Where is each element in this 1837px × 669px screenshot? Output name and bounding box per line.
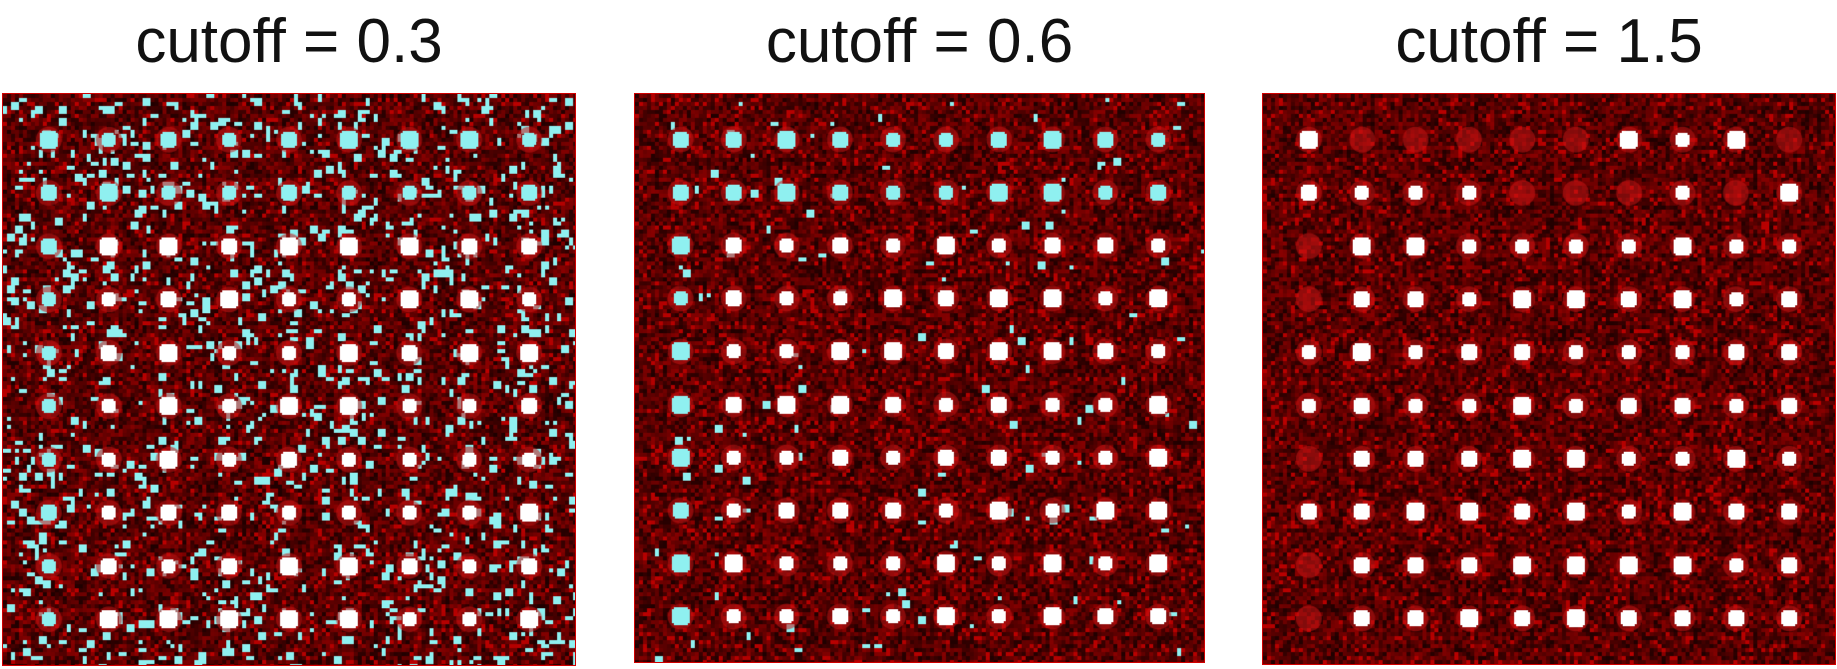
panel-title: cutoff = 1.5 <box>1395 7 1703 76</box>
spot-grid-image <box>1262 93 1836 665</box>
panel-cutoff-0-6: cutoff = 0.6 <box>634 0 1205 669</box>
spot-grid-image <box>634 93 1205 663</box>
panel-title: cutoff = 0.6 <box>765 7 1074 76</box>
spot-grid-image <box>2 93 576 666</box>
panel-cutoff-1-5: cutoff = 1.5 <box>1262 0 1836 669</box>
panel-title: cutoff = 0.3 <box>135 7 443 76</box>
panel-cutoff-0-3: cutoff = 0.3 <box>2 0 576 669</box>
